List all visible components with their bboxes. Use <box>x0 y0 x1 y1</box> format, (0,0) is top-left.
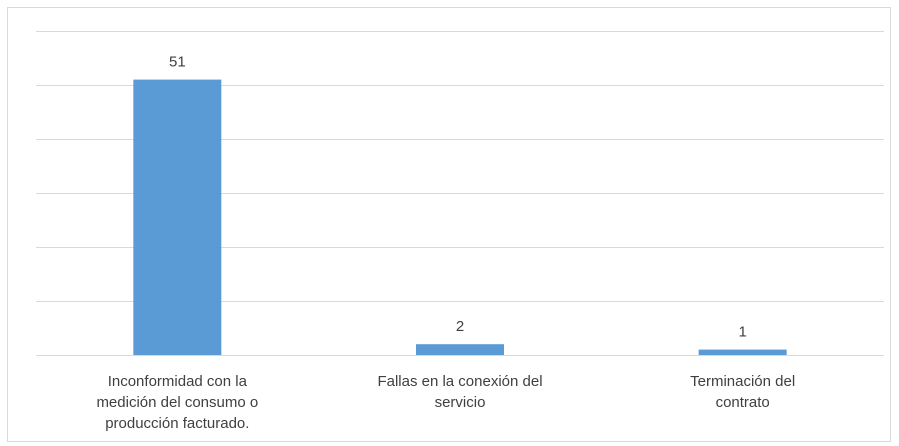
category-label-line: producción facturado. <box>105 415 249 432</box>
category-label-line: Terminación del <box>690 373 795 390</box>
category-label-line: contrato <box>716 394 770 411</box>
data-label-0: 51 <box>169 54 186 71</box>
data-label-1: 2 <box>456 318 464 335</box>
category-labels: Inconformidad con la medición del consumo… <box>96 373 795 432</box>
bars <box>133 79 787 355</box>
bar-1 <box>416 344 504 355</box>
category-label-2: Terminación del contrato <box>690 373 795 411</box>
bar-2 <box>698 349 787 355</box>
bar-0 <box>133 79 222 355</box>
data-label-2: 1 <box>738 324 746 341</box>
category-label-line: Fallas en la conexión del <box>377 373 542 390</box>
category-label-0: Inconformidad con la medición del consumo… <box>96 373 258 432</box>
data-labels: 51 2 1 <box>169 54 747 341</box>
category-label-line: medición del consumo o <box>96 394 258 411</box>
category-label-1: Fallas en la conexión del servicio <box>377 373 542 411</box>
category-label-line: Inconformidad con la <box>108 373 248 390</box>
category-label-line: servicio <box>435 394 486 411</box>
